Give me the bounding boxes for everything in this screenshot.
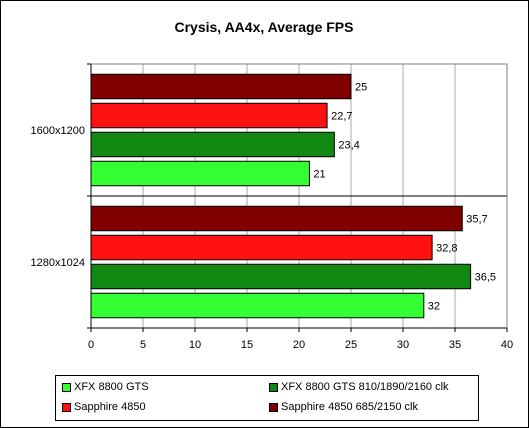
bar <box>90 292 425 319</box>
data-label: 36,5 <box>475 272 496 284</box>
data-label: 21 <box>313 169 325 181</box>
legend-swatch <box>269 403 278 412</box>
legend-swatch <box>269 383 278 392</box>
x-tick-label: 20 <box>293 339 305 351</box>
bar <box>90 234 433 261</box>
legend-label: Sapphire 4850 685/2150 clk <box>281 401 418 413</box>
legend-swatch <box>62 403 71 412</box>
bar <box>90 131 335 158</box>
legend-swatch <box>62 383 71 392</box>
data-label: 25 <box>355 82 367 94</box>
bar <box>90 102 328 129</box>
data-label: 32,8 <box>436 243 457 255</box>
data-label: 35,7 <box>466 214 487 226</box>
legend: XFX 8800 GTS XFX 8800 GTS 810/1890/2160 c… <box>55 375 479 421</box>
x-tick-label: 10 <box>189 339 201 351</box>
x-tick-label: 30 <box>397 339 409 351</box>
x-tick-label: 5 <box>140 339 146 351</box>
chart-title: Crysis, AA4x, Average FPS <box>175 19 354 35</box>
x-tick-label: 25 <box>345 339 357 351</box>
category-label: 1600x1200 <box>31 125 85 137</box>
legend-label: Sapphire 4850 <box>74 401 146 413</box>
legend-label: XFX 8800 GTS <box>74 381 149 393</box>
data-label: 23,4 <box>338 140 359 152</box>
x-tick-label: 15 <box>241 339 253 351</box>
bar <box>90 205 463 232</box>
data-label: 22,7 <box>331 111 352 123</box>
x-tick-label: 35 <box>449 339 461 351</box>
bar <box>90 263 472 290</box>
x-tick-label: 0 <box>88 339 94 351</box>
legend-label: XFX 8800 GTS 810/1890/2160 clk <box>281 381 449 393</box>
x-tick-label: 40 <box>501 339 513 351</box>
data-label: 32 <box>428 301 440 313</box>
category-label: 1280x1024 <box>31 257 85 269</box>
bar <box>90 73 352 100</box>
bar <box>90 160 310 187</box>
